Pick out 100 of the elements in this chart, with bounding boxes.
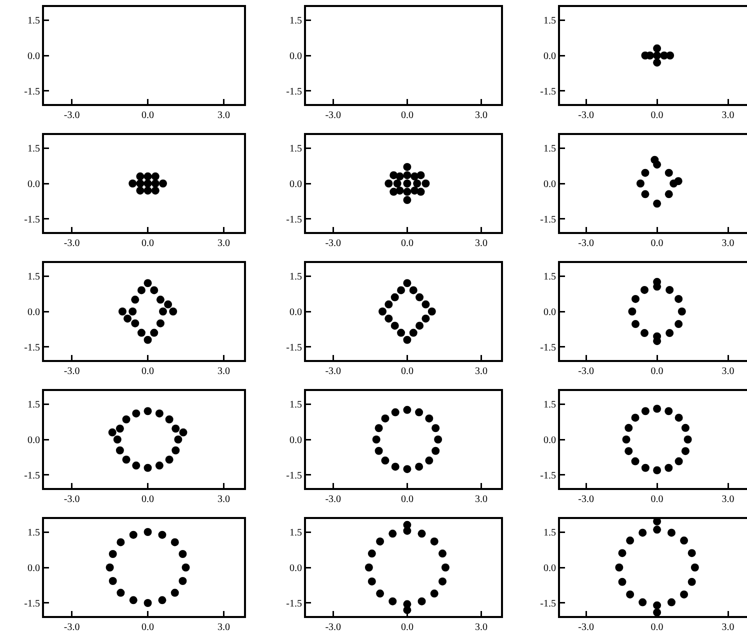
point [144, 407, 152, 416]
point [116, 538, 125, 546]
point [158, 308, 167, 316]
point [624, 424, 633, 432]
point [422, 314, 430, 323]
point [434, 436, 442, 444]
point [381, 456, 390, 465]
point [374, 424, 383, 432]
point [165, 456, 174, 464]
point [172, 446, 180, 454]
y-tick-label: 0.0 [544, 179, 556, 190]
point [384, 314, 393, 323]
point [390, 188, 398, 196]
point [666, 329, 674, 338]
y-tick-label: 1.5 [544, 400, 556, 411]
point [615, 564, 624, 572]
point [441, 564, 450, 572]
point [438, 550, 446, 558]
point [388, 530, 397, 538]
x-tick-label: 0.0 [142, 494, 154, 505]
point [131, 319, 140, 328]
point [653, 526, 662, 534]
point [674, 414, 683, 422]
point [172, 424, 180, 433]
point [174, 436, 182, 444]
point [156, 296, 164, 304]
point [403, 520, 412, 529]
point [628, 308, 636, 316]
point [178, 550, 187, 558]
point [653, 200, 662, 208]
x-tick-label: -3.0 [325, 238, 342, 249]
point [368, 577, 376, 586]
x-tick-label: 3.0 [722, 622, 734, 633]
y-tick-label: 1.5 [28, 272, 40, 283]
x-tick-label: 0.0 [650, 622, 664, 633]
point [182, 564, 190, 572]
y-tick-label: 0.0 [290, 179, 302, 190]
point [132, 462, 140, 470]
point [116, 588, 125, 597]
y-tick-label: -1.5 [286, 214, 302, 226]
point [653, 466, 662, 474]
x-tick-label: -3.0 [578, 366, 594, 377]
point [108, 550, 117, 558]
point [413, 180, 422, 188]
point [403, 465, 412, 474]
x-tick-label: 0.0 [400, 622, 414, 633]
x-tick-label: 3.0 [218, 366, 230, 377]
x-tick-label: 3.0 [218, 622, 230, 633]
point [403, 162, 412, 171]
point [667, 598, 676, 606]
y-tick-label: 0.0 [290, 51, 302, 62]
point [129, 530, 138, 539]
point [388, 597, 397, 606]
y-tick-label: 1.5 [544, 528, 556, 539]
x-tick-label: 0.0 [400, 110, 414, 121]
point [151, 186, 160, 195]
y-tick-label: 0.0 [28, 179, 40, 190]
point [418, 530, 426, 538]
point [165, 415, 174, 424]
point [390, 171, 398, 180]
point [626, 536, 634, 545]
point [384, 180, 393, 188]
point [150, 328, 158, 337]
point [631, 414, 640, 422]
point [156, 319, 164, 328]
point [653, 601, 662, 610]
x-tick-label: 3.0 [475, 238, 488, 249]
x-tick-label: 3.0 [475, 622, 488, 633]
point [129, 596, 138, 604]
point [381, 414, 390, 422]
point [384, 300, 393, 308]
x-tick-label: 0.0 [650, 494, 664, 505]
y-tick-label: 0.0 [28, 307, 40, 318]
y-tick-label: -1.5 [540, 598, 556, 610]
x-tick-label: -3.0 [578, 238, 594, 249]
y-tick-label: 1.5 [28, 400, 40, 411]
y-tick-label: -1.5 [24, 470, 40, 482]
x-tick-label: 0.0 [400, 238, 414, 249]
point [626, 590, 634, 598]
y-tick-label: 1.5 [544, 272, 556, 283]
point [636, 180, 644, 188]
point [653, 44, 662, 52]
x-tick-label: -3.0 [64, 366, 80, 377]
point [403, 171, 412, 180]
point [666, 52, 674, 60]
point [653, 519, 662, 526]
point [688, 549, 696, 558]
point [674, 320, 683, 328]
x-tick-label: 3.0 [218, 238, 230, 249]
y-tick-label: 1.5 [290, 144, 302, 155]
point [390, 293, 399, 302]
point [684, 436, 692, 444]
point [416, 188, 425, 196]
y-tick-label: 0.0 [290, 307, 302, 318]
x-tick-label: 0.0 [142, 238, 154, 249]
point [378, 308, 387, 316]
x-tick-label: 3.0 [722, 110, 734, 121]
point [416, 322, 424, 330]
y-tick-label: 1.5 [28, 144, 40, 155]
point [106, 564, 114, 572]
